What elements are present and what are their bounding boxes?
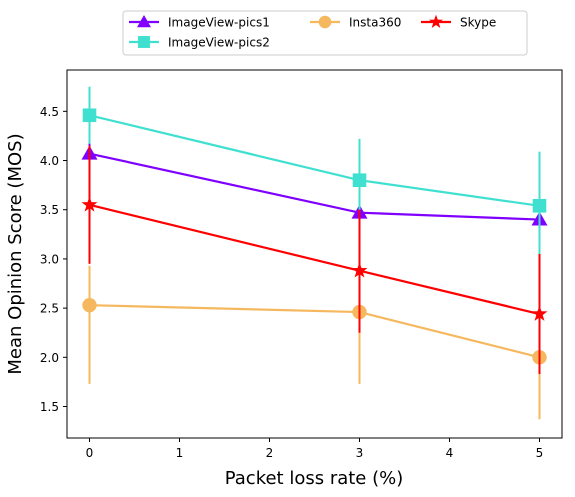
x-tick-label: 3 [356, 446, 364, 460]
series-line [89, 152, 540, 221]
y-tick-label: 3.0 [40, 252, 59, 266]
data-point [532, 198, 547, 213]
x-axis-label: Packet loss rate (%) [225, 468, 404, 489]
data-point [81, 196, 98, 212]
legend-item: ImageView-pics2 [129, 36, 270, 50]
series-1 [82, 86, 547, 257]
series-0 [81, 103, 548, 274]
legend-marker [318, 15, 332, 29]
x-tick-label: 4 [446, 446, 454, 460]
legend: ImageView-pics1 ImageView-pics2 Insta360 Sk… [122, 10, 528, 56]
legend-marker [429, 14, 443, 28]
data-point [531, 305, 548, 321]
data-point [82, 108, 97, 123]
series-line [89, 304, 540, 359]
x-tick-label: 5 [536, 446, 544, 460]
y-tick-label: 2.0 [40, 351, 59, 365]
x-tick-label: 2 [266, 446, 274, 460]
legend-label: Insta360 [349, 16, 401, 30]
data-point [82, 297, 97, 313]
legend-item: Insta360 [310, 16, 401, 30]
data-point [352, 173, 367, 188]
y-tick-label: 4.5 [40, 105, 59, 119]
legend-label: ImageView-pics1 [168, 16, 270, 30]
y-tick-label: 3.5 [40, 203, 59, 217]
x-tick-label: 0 [86, 446, 94, 460]
plot-frame [66, 69, 563, 439]
series-2 [82, 265, 547, 420]
y-tick-label: 1.5 [40, 400, 59, 414]
series-3 [81, 145, 548, 375]
series-line [89, 114, 540, 207]
legend-marker [137, 15, 151, 28]
legend-label: ImageView-pics2 [168, 36, 270, 50]
y-tick-label: 2.5 [40, 302, 59, 316]
legend-marker [138, 36, 150, 48]
legend-label: Skype [460, 16, 496, 30]
data-point [351, 262, 368, 278]
legend-item: ImageView-pics1 [129, 15, 270, 30]
legend-item: Skype [421, 14, 496, 30]
x-tick-label: 1 [176, 446, 184, 460]
y-tick-label: 4.0 [40, 154, 59, 168]
y-axis-label: Mean Opinion Score (MOS) [5, 133, 26, 374]
series-line [89, 203, 540, 316]
